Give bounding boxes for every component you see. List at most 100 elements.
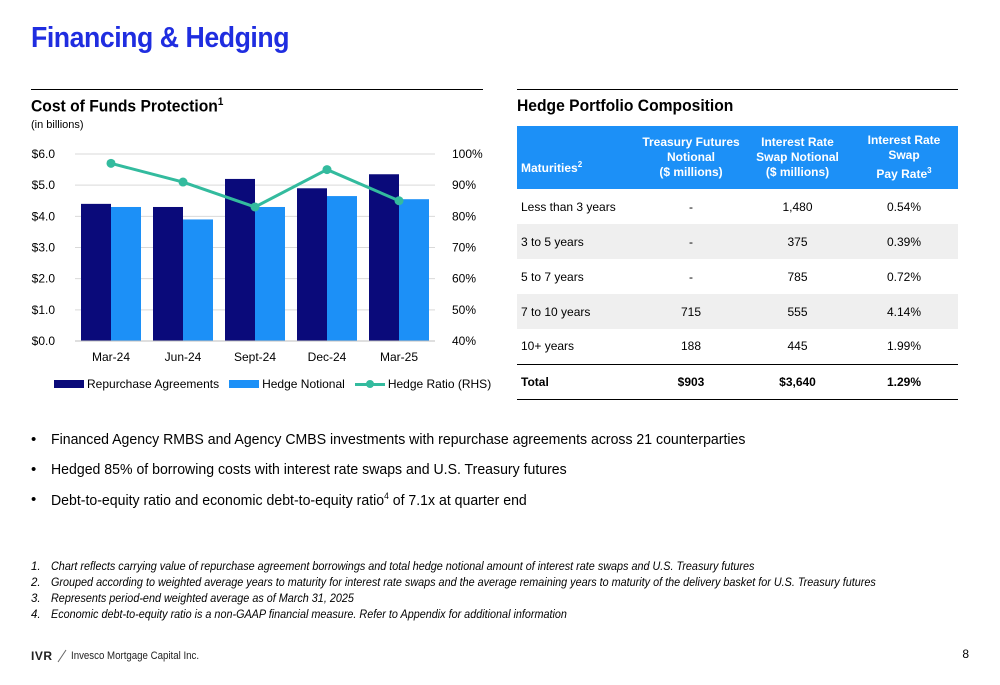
- table-row: 10+ years 188 445 1.99%: [517, 329, 958, 364]
- y-left-tick-label: $3.0: [32, 241, 56, 255]
- legend-swatch-hedge-notional: [229, 380, 260, 388]
- cell-rate: 0.72%: [886, 269, 922, 284]
- footnote-item: 3. Represents period-end weighted average…: [31, 593, 354, 605]
- legend-swatch-repurchase: [54, 380, 84, 388]
- cell-total-swap: $3,640: [745, 363, 850, 400]
- cell-swap: 375: [745, 224, 850, 259]
- cell-rate: 1.99%: [886, 339, 922, 354]
- bar-repurchase: [369, 174, 399, 341]
- y-right-tick-label: 40%: [452, 334, 476, 348]
- cell-total-futures: $903: [637, 363, 745, 400]
- bar-hedge-notional: [327, 196, 357, 341]
- hedge-ratio-point: [106, 158, 116, 168]
- logo-text: Invesco Mortgage Capital Inc.: [70, 650, 199, 662]
- cell-futures: -: [689, 199, 693, 214]
- bullet-item: • Hedged 85% of borrowing costs with inte…: [31, 461, 567, 478]
- y-right-tick-label: 90%: [452, 178, 476, 192]
- hedge-portfolio-table: Maturities2 Treasury Futures Notional ($ m…: [517, 126, 958, 400]
- section-divider-left: [31, 89, 483, 90]
- cell-maturity: 10+ years: [521, 339, 575, 354]
- y-left-tick-label: $4.0: [32, 209, 56, 223]
- y-right-tick-label: 100%: [452, 147, 483, 161]
- footnote-item: 4. Economic debt-to-equity ratio is a non…: [31, 609, 567, 621]
- chart-legend: Repurchase Agreements Hedge Notional Hed…: [54, 377, 501, 391]
- cell-maturity: 7 to 10 years: [517, 294, 637, 329]
- bullet-item: • Debt-to-equity ratio and economic debt-…: [31, 491, 527, 509]
- y-left-tick-label: $1.0: [32, 303, 56, 317]
- hedge-ratio-point: [178, 177, 188, 187]
- footnote-item: 2. Grouped according to weighted average …: [31, 577, 876, 589]
- logo-slash-icon: [57, 649, 66, 663]
- footnotes: 1. Chart reflects carrying value of repur…: [31, 561, 928, 625]
- header-maturities: Maturities2: [517, 126, 637, 189]
- table-header-row: Maturities2 Treasury Futures Notional ($ m…: [517, 126, 958, 189]
- cell-maturity: 5 to 7 years: [521, 269, 584, 284]
- company-logo: IVR Invesco Mortgage Capital Inc.: [31, 649, 216, 663]
- logo-mark: IVR: [31, 649, 53, 663]
- hedge-ratio-point: [394, 196, 404, 206]
- cell-futures: 715: [637, 294, 745, 329]
- bar-hedge-notional: [255, 206, 285, 341]
- bar-hedge-notional: [111, 206, 141, 341]
- header-swap-pay-rate: Interest Rate Swap Pay Rate3: [850, 126, 958, 189]
- cell-swap: 445: [787, 339, 808, 354]
- footnote-item: 1. Chart reflects carrying value of repur…: [31, 561, 755, 573]
- cell-futures: -: [689, 269, 693, 284]
- cell-futures: -: [637, 224, 745, 259]
- cost-of-funds-chart: $0.0 $1.0 $2.0 $3.0 $4.0 $5.0 $6.0 40% 50% 60% 70%…: [32, 147, 483, 364]
- table-title: Hedge Portfolio Composition: [517, 96, 734, 115]
- bar-hedge-notional: [183, 219, 213, 341]
- hedge-ratio-point: [322, 165, 332, 175]
- y-left-tick-label: $0.0: [32, 334, 56, 348]
- bullet-item: • Financed Agency RMBS and Agency CMBS in…: [31, 431, 746, 448]
- page-number: 8: [962, 647, 969, 661]
- legend-label-hedge-ratio: Hedge Ratio (RHS): [387, 377, 492, 391]
- x-tick-label: Jun-24: [165, 350, 202, 364]
- cell-swap: 1,480: [782, 199, 813, 214]
- header-treasury-futures: Treasury Futures Notional ($ millions): [637, 126, 745, 189]
- cell-rate: 0.54%: [886, 199, 922, 214]
- cell-rate: 4.14%: [850, 294, 958, 329]
- chart-subtitle: (in billions): [31, 119, 84, 131]
- cell-futures: 188: [680, 339, 702, 354]
- y-right-tick-label: 50%: [452, 303, 476, 317]
- x-tick-label: Mar-24: [92, 350, 130, 364]
- legend-label-repurchase: Repurchase Agreements: [87, 377, 220, 391]
- cell-rate: 0.39%: [850, 224, 958, 259]
- table-total-row: Total $903 $3,640 1.29%: [517, 363, 958, 400]
- hedge-ratio-point: [250, 202, 260, 212]
- x-tick-label: Sept-24: [234, 350, 276, 364]
- y-left-tick-label: $6.0: [32, 147, 56, 161]
- cell-swap: 555: [745, 294, 850, 329]
- legend-item-hedge-ratio: Hedge Ratio (RHS): [354, 377, 492, 391]
- y-right-tick-label: 60%: [452, 272, 476, 286]
- y-left-tick-label: $2.0: [32, 272, 56, 286]
- bar-repurchase: [81, 203, 111, 341]
- header-swap-notional: Interest Rate Swap Notional ($ millions): [745, 126, 850, 189]
- y-left-tick-label: $5.0: [32, 178, 56, 192]
- cell-maturity: 3 to 5 years: [517, 224, 637, 259]
- legend-item-hedge-notional: Hedge Notional: [229, 377, 345, 391]
- table-row: Less than 3 years - 1,480 0.54%: [517, 189, 958, 224]
- bar-hedge-notional: [399, 199, 429, 341]
- bar-repurchase: [297, 188, 327, 341]
- x-tick-label: Mar-25: [380, 350, 418, 364]
- bar-repurchase: [153, 206, 183, 341]
- legend-swatch-hedge-ratio: [354, 379, 385, 389]
- y-right-tick-label: 70%: [452, 241, 476, 255]
- y-right-tick-label: 80%: [452, 209, 476, 223]
- cell-swap: 785: [787, 269, 808, 284]
- table-row: 3 to 5 years - 375 0.39%: [517, 224, 958, 259]
- page-title: Financing & Hedging: [31, 22, 290, 54]
- cell-maturity: Less than 3 years: [521, 199, 616, 214]
- bullet-list: • Financed Agency RMBS and Agency CMBS in…: [31, 431, 790, 521]
- table-row: 7 to 10 years 715 555 4.14%: [517, 294, 958, 329]
- chart-title: Cost of Funds Protection1: [31, 96, 224, 116]
- legend-label-hedge-notional: Hedge Notional: [262, 377, 345, 391]
- x-tick-label: Dec-24: [308, 350, 347, 364]
- cell-total-label: Total: [517, 363, 637, 400]
- section-divider-right: [517, 89, 958, 90]
- table-row: 5 to 7 years - 785 0.72%: [517, 259, 958, 294]
- cell-total-rate: 1.29%: [850, 363, 958, 400]
- legend-item-repurchase: Repurchase Agreements: [54, 377, 219, 391]
